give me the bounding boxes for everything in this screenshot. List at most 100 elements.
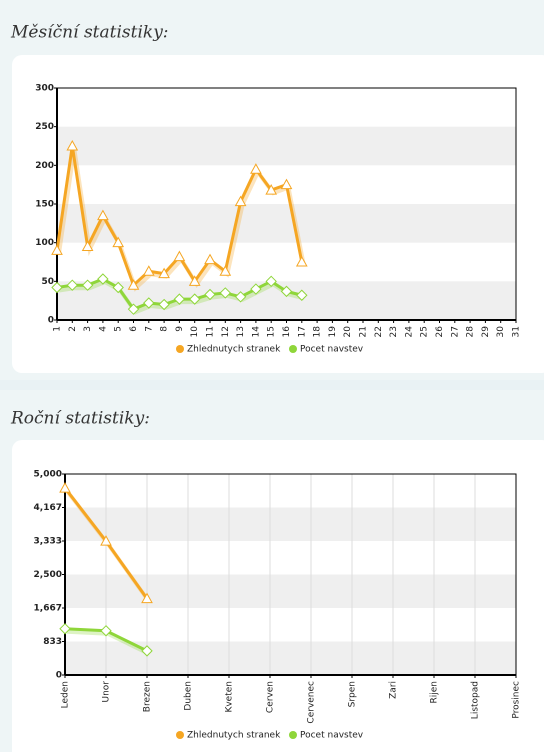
point	[265, 184, 278, 195]
legend-label: Pocet navstev	[300, 731, 364, 741]
x-tick-label: 22	[374, 326, 384, 337]
x-tick-label: 5	[114, 326, 124, 332]
x-tick-label: 27	[450, 326, 460, 337]
point	[81, 279, 94, 291]
point	[280, 178, 293, 190]
point	[100, 535, 112, 546]
point	[51, 244, 63, 255]
point	[127, 303, 140, 315]
x-tick-label: Prosinec	[512, 681, 522, 719]
x-tick-label: Kveten	[225, 681, 235, 713]
x-tick-label: 28	[466, 326, 476, 338]
x-tick-label: 1	[53, 326, 63, 332]
grid-band	[65, 507, 516, 542]
x-tick-label: 8	[160, 326, 170, 332]
point	[234, 195, 247, 207]
y-tick-label: 50	[41, 277, 54, 287]
point	[234, 291, 247, 303]
x-tick-label: 26	[435, 326, 445, 338]
y-tick-label: 1,667	[34, 603, 62, 613]
point	[219, 287, 232, 299]
x-tick-label: Leden	[61, 681, 71, 708]
y-tick-label: 200	[35, 161, 54, 171]
x-tick-label: 14	[251, 326, 261, 338]
y-tick-label: 3,333	[34, 537, 62, 547]
x-tick-label: Duben	[184, 681, 194, 711]
chart-title: Roční statistiky:	[10, 409, 150, 429]
point	[250, 283, 262, 295]
point	[127, 279, 140, 290]
legend-swatch	[176, 731, 184, 739]
x-tick-label: 7	[144, 326, 154, 332]
point	[66, 279, 79, 291]
point	[265, 275, 277, 288]
point	[204, 288, 216, 301]
x-tick-label: Cerven	[266, 681, 276, 713]
y-tick-label: 300	[35, 84, 54, 94]
x-tick-label: Brezen	[143, 681, 153, 712]
x-tick-label: Rijen	[430, 681, 440, 704]
legend-label: Pocet navstev	[300, 345, 364, 355]
y-tick-label: 2,500	[34, 570, 62, 580]
x-tick-label: 23	[389, 326, 399, 337]
x-tick-label: 29	[481, 326, 491, 338]
point	[142, 265, 155, 276]
point	[112, 236, 125, 248]
point	[59, 482, 71, 493]
point	[141, 645, 153, 657]
y-tick-label: 0	[48, 316, 54, 326]
point	[158, 298, 170, 311]
point	[188, 275, 201, 286]
x-tick-label: 30	[496, 326, 506, 338]
legend-swatch	[289, 345, 297, 353]
point	[173, 293, 186, 305]
x-tick-label: 18	[313, 326, 323, 338]
x-tick-label: Cervenec	[307, 681, 317, 724]
grid-band	[57, 204, 516, 243]
chart-title: Měsíční statistiky:	[10, 23, 169, 43]
x-tick-label: 11	[206, 326, 216, 337]
point	[280, 285, 293, 298]
point	[188, 293, 201, 305]
x-tick-label: Zari	[389, 681, 399, 699]
x-tick-label: 24	[404, 326, 414, 338]
point	[59, 623, 71, 635]
point	[100, 625, 112, 637]
x-tick-label: 21	[359, 326, 369, 337]
y-tick-label: 4,167	[34, 503, 62, 513]
x-tick-label: 10	[190, 326, 200, 338]
y-tick-label: 100	[35, 238, 54, 248]
point	[81, 240, 94, 252]
x-tick-label: 25	[420, 326, 430, 337]
legend-label: Zhlednutych stranek	[187, 345, 281, 355]
point	[51, 281, 63, 294]
x-tick-label: 13	[236, 326, 246, 337]
x-tick-label: 12	[221, 326, 231, 337]
point	[141, 592, 153, 604]
x-tick-label: 31	[512, 326, 522, 337]
y-tick-label: 250	[35, 122, 54, 132]
point	[296, 289, 308, 301]
y-tick-label: 150	[35, 200, 54, 210]
x-tick-label: 15	[267, 326, 277, 337]
x-tick-label: 20	[343, 326, 353, 338]
point	[112, 281, 124, 294]
y-tick-label: 833	[43, 637, 62, 647]
point	[219, 265, 232, 276]
legend-swatch	[289, 731, 297, 739]
x-tick-label: Listopad	[471, 681, 481, 719]
point	[97, 273, 109, 285]
point	[66, 139, 79, 151]
x-tick-label: 17	[297, 326, 307, 337]
x-tick-label: 4	[98, 326, 108, 332]
x-tick-label: Unor	[102, 681, 112, 703]
point	[295, 255, 308, 267]
x-tick-label: 2	[68, 326, 78, 332]
x-tick-label: 3	[83, 326, 93, 332]
y-tick-label: 0	[56, 671, 62, 681]
grid-band	[57, 126, 516, 166]
y-tick-label: 5,000	[34, 470, 62, 480]
point	[250, 163, 262, 174]
x-tick-label: 6	[129, 326, 139, 332]
